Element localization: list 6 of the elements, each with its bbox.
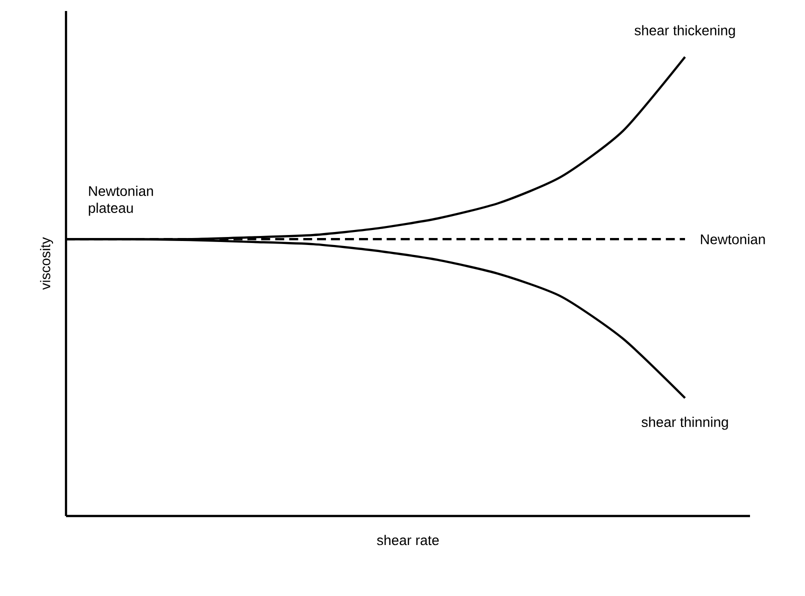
series-label: shear thinning <box>642 416 728 430</box>
series-label: shear thickening <box>634 25 735 38</box>
annotation: Newtonian plateau <box>88 186 153 216</box>
y-axis-title: viscosity <box>40 237 54 290</box>
series-label: Newtonian <box>700 234 765 244</box>
x-axis-title: shear rate <box>377 534 439 546</box>
